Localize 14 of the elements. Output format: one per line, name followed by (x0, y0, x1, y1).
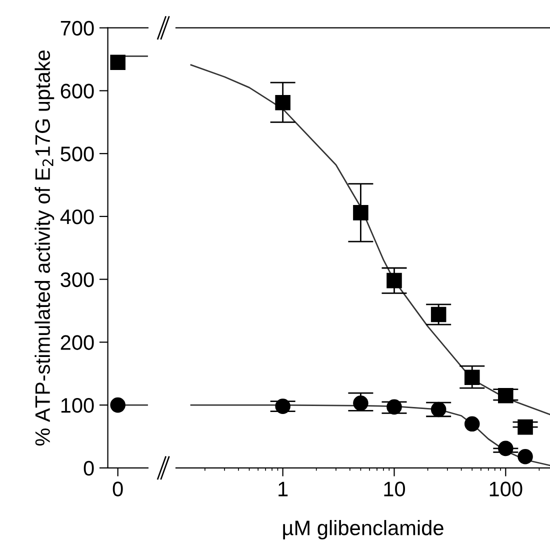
y-tick-label: 600 (60, 84, 94, 98)
y-tick-label: 0 (84, 460, 94, 476)
y-tick-label: 100 (61, 398, 94, 413)
x-tick-label: 1 (278, 482, 288, 496)
x-tick-label: 0 (112, 482, 123, 496)
y-tick-label: 700 (60, 20, 94, 36)
y-tick-label: 500 (60, 146, 94, 162)
y-tick-label: 400 (60, 209, 94, 224)
x-tick-label: 10 (384, 482, 406, 496)
y-axis-title: % ATP-stimulated activity of E$_{2}$17G uptake (34, 50, 54, 446)
y-tick-label: 200 (60, 335, 94, 350)
x-axis-title: µM glibenclamide (283, 520, 444, 540)
x-tick-label: 100 (490, 482, 522, 496)
y-tick-label: 300 (60, 272, 94, 288)
